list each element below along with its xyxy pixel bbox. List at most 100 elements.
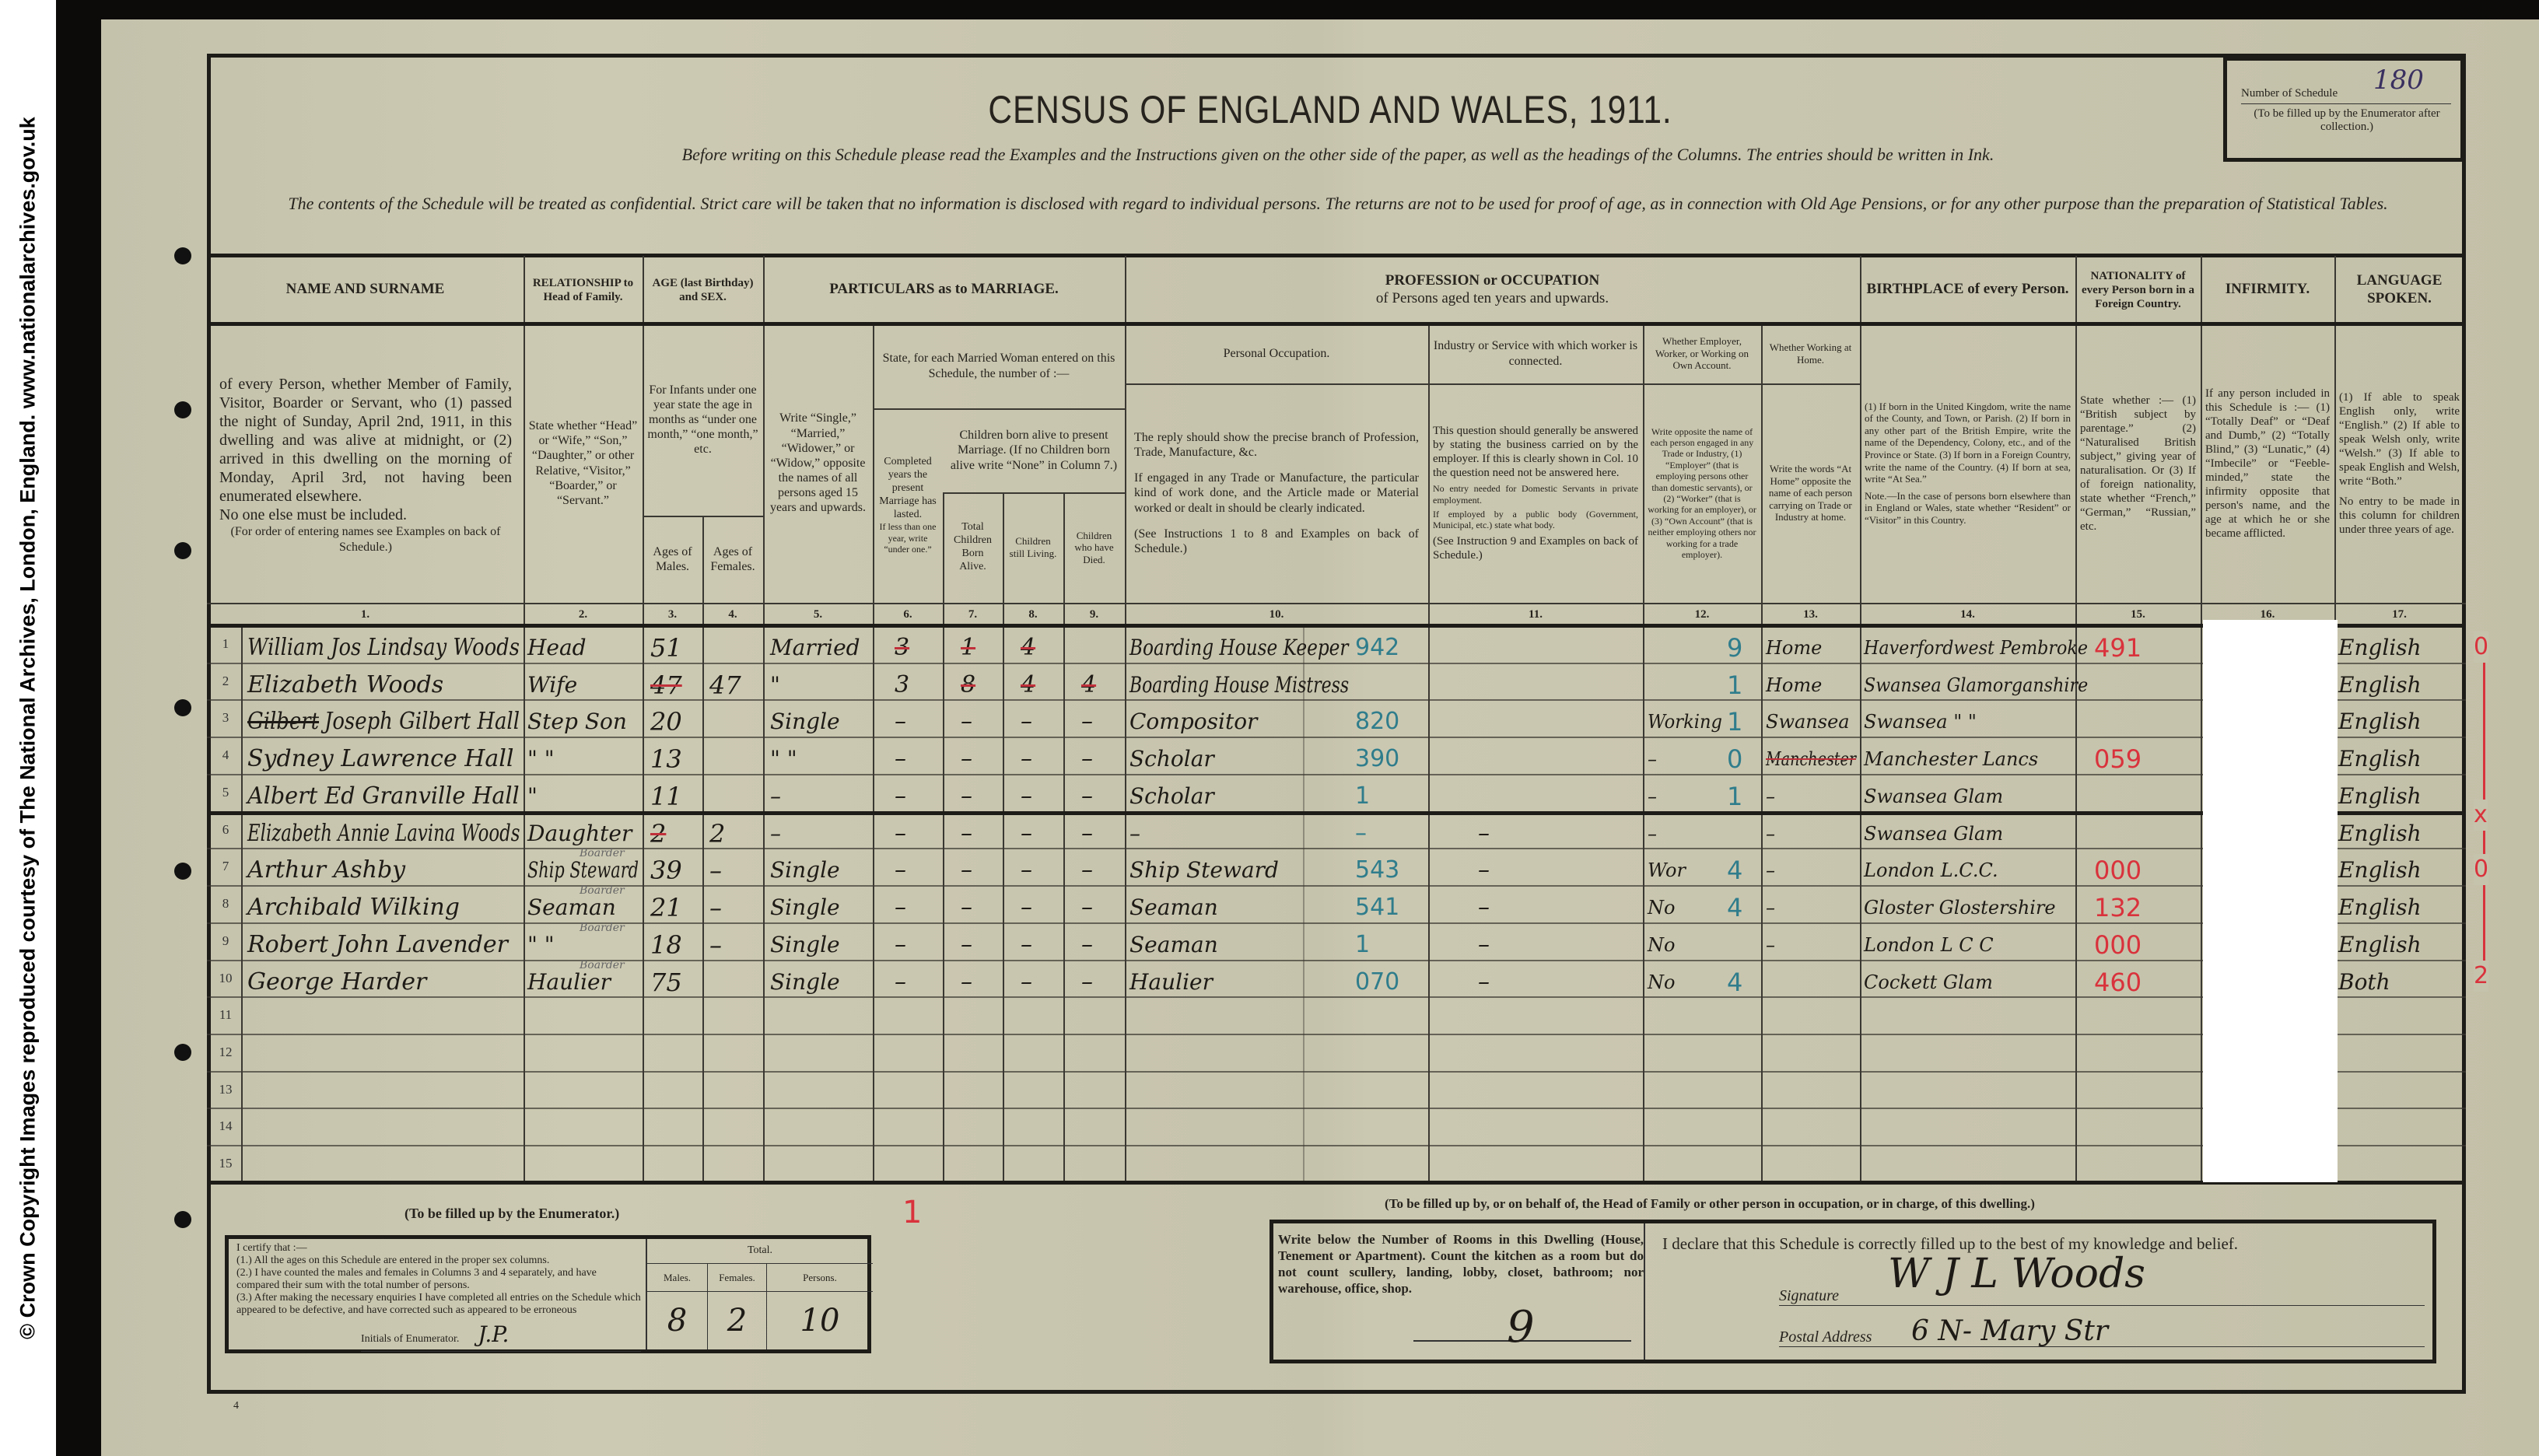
cell-emp-code: 4 bbox=[1727, 893, 1743, 923]
cell-home: – bbox=[1766, 859, 1775, 882]
cell-name: Robert John Lavender bbox=[247, 930, 508, 958]
cell-birthplace: Swansea Glamorganshire bbox=[1864, 674, 2089, 696]
column-divider bbox=[2075, 256, 2077, 1182]
column-divider bbox=[1860, 256, 1861, 1182]
cell-relationship: " " bbox=[527, 746, 555, 772]
cell-died: – bbox=[1081, 968, 1093, 996]
cell-marital: Single bbox=[770, 857, 840, 884]
cell-occ-code: 1 bbox=[1355, 782, 1371, 810]
row-rule bbox=[207, 773, 2466, 775]
cell-marital: – bbox=[770, 782, 781, 809]
cell-occ-code: 543 bbox=[1355, 856, 1400, 884]
cell-language: English bbox=[2338, 820, 2422, 846]
column-number: 10. bbox=[1269, 607, 1284, 621]
cell-birthplace: Manchester Lancs bbox=[1864, 748, 2039, 771]
cell-emp-code: 0 bbox=[1727, 744, 1743, 775]
cell-language: English bbox=[2338, 782, 2422, 809]
redaction-block bbox=[2203, 620, 2338, 1182]
schedule-number-label: Number of Schedule bbox=[2241, 87, 2338, 100]
cell-emp-code: 9 bbox=[1727, 633, 1743, 663]
cell-birthplace: Swansea " " bbox=[1864, 711, 1977, 733]
column-number: 15. bbox=[2131, 607, 2145, 621]
cell-occupation: Haulier bbox=[1129, 968, 1213, 995]
desc-completed-years: Completed years the present Marriage has… bbox=[873, 408, 943, 603]
row-number: 3 bbox=[222, 710, 229, 726]
cell-name: Elizabeth Woods bbox=[247, 670, 444, 698]
desc-personal-occupation-text: The reply should show the precise branch… bbox=[1125, 383, 1428, 603]
cell-bp-code: 000 bbox=[2094, 929, 2142, 960]
cell-total: – bbox=[961, 856, 972, 884]
certify-item-3: (3.) After making the necessary enquirie… bbox=[236, 1292, 641, 1316]
cell-marital: Single bbox=[770, 709, 840, 735]
column-number: 17. bbox=[2392, 607, 2407, 621]
initials-value: J.P. bbox=[478, 1321, 510, 1347]
row-rule bbox=[207, 737, 2466, 739]
column-number: 6. bbox=[903, 607, 912, 621]
cell-employer: No bbox=[1648, 933, 1676, 956]
copyright-credit: © Crown Copyright Images reproduced cour… bbox=[16, 117, 40, 1339]
header-profession: PROFESSION or OCCUPATION of Persons aged … bbox=[1125, 256, 1860, 324]
cell-employer: – bbox=[1648, 748, 1657, 771]
desc-children-born: Children born alive to present Marriage.… bbox=[950, 429, 1118, 472]
cell-name: Gilbert Joseph Gilbert Hall bbox=[247, 709, 520, 734]
cell-years: – bbox=[895, 930, 906, 958]
cell-industry: – bbox=[1478, 930, 1490, 958]
cell-died: 4 bbox=[1081, 670, 1097, 698]
column-divider bbox=[1003, 492, 1004, 1182]
cell-died: – bbox=[1081, 894, 1093, 922]
cell-language: English bbox=[2338, 635, 2422, 660]
cell-died: – bbox=[1081, 745, 1093, 773]
cell-industry: – bbox=[1478, 894, 1490, 922]
cell-occupation: Seaman bbox=[1129, 894, 1218, 921]
column-number-rule bbox=[207, 603, 2466, 604]
column-number: 2. bbox=[578, 607, 588, 621]
cell-living: – bbox=[1021, 745, 1032, 773]
cell-occ-code: – bbox=[1355, 819, 1367, 847]
desc-employer: Whether Employer, Worker, or Working on … bbox=[1655, 335, 1749, 372]
cell-bp-code: 059 bbox=[2094, 744, 2142, 775]
cell-age-f: 2 bbox=[709, 818, 726, 849]
margin-mark: 0 bbox=[2474, 632, 2489, 663]
row-number: 1 bbox=[222, 636, 229, 651]
row-number: 10 bbox=[219, 970, 233, 985]
signature-line: Signature W J L Woods bbox=[1779, 1254, 2425, 1306]
form-frame bbox=[207, 54, 2466, 1394]
relationship-note: Boarder bbox=[580, 847, 625, 860]
certify-label: I certify that :— bbox=[236, 1242, 307, 1254]
certify-item-2: (2.) I have counted the males and female… bbox=[236, 1267, 597, 1291]
cell-living: – bbox=[1021, 856, 1032, 884]
cell-total: – bbox=[961, 745, 972, 773]
page-title: CENSUS OF ENGLAND AND WALES, 1911. bbox=[988, 88, 1672, 131]
cell-birthplace: Haverfordwest Pembroke bbox=[1864, 637, 2089, 659]
desc-home-text: Write the words “At Home” opposite the n… bbox=[1768, 463, 1853, 523]
cell-relationship: Head bbox=[527, 635, 587, 660]
cell-name: Archibald Wilking bbox=[247, 894, 460, 922]
postal-address-line: Postal Address 6 N- Mary Str bbox=[1779, 1315, 2425, 1347]
cell-age-m: 39 bbox=[650, 856, 682, 886]
cell-language: Both bbox=[2338, 968, 2390, 995]
header-relationship: RELATIONSHIP to Head of Family. bbox=[532, 276, 634, 303]
cell-birthplace: London L.C.C. bbox=[1864, 859, 1998, 882]
cell-bp-code: 460 bbox=[2094, 967, 2142, 997]
table-top-rule bbox=[207, 254, 2466, 257]
desc-infants: For Infants under one year state the age… bbox=[647, 383, 758, 457]
cell-occ-code: 1 bbox=[1355, 930, 1371, 958]
cell-birthplace: Swansea Glam bbox=[1864, 785, 2004, 807]
cell-age-m: 11 bbox=[650, 781, 682, 811]
totals-table: Total. Males. Females. Persons. 8 2 10 bbox=[646, 1239, 873, 1349]
column-number: 16. bbox=[2260, 607, 2275, 621]
column-number: 12. bbox=[1694, 607, 1710, 621]
row-number-divider bbox=[241, 625, 243, 1182]
row-number: 11 bbox=[219, 1007, 233, 1023]
cell-home: Home bbox=[1766, 674, 1823, 696]
column-number: 4. bbox=[728, 607, 737, 621]
punch-hole-icon bbox=[174, 401, 191, 418]
cell-marital: Single bbox=[770, 968, 840, 995]
cell-occ-code: 070 bbox=[1355, 968, 1400, 996]
cell-died: – bbox=[1081, 782, 1093, 810]
column-divider bbox=[1761, 324, 1763, 1182]
cell-name: William Jos Lindsay Woods bbox=[247, 634, 520, 661]
name-text: Joseph Gilbert Hall bbox=[324, 708, 520, 736]
cell-living: – bbox=[1021, 968, 1032, 996]
cell-occ-code: 820 bbox=[1355, 708, 1400, 736]
